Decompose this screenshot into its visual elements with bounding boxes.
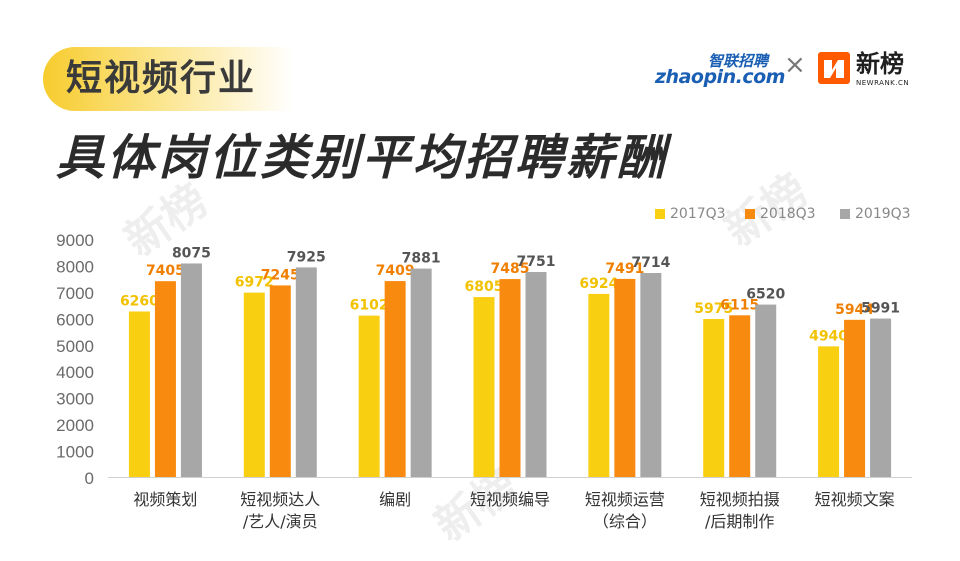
x-tick-label: 编剧 [379,490,411,509]
x-tick-label: 视频策划 [133,490,197,509]
zhaopin-logo-en: zhaopin.com [655,66,785,88]
data-label: 7245 [261,267,300,283]
zhaopin-logo: 智联招聘 zhaopin.com [655,50,785,90]
y-tick-label: 0 [85,469,94,488]
bar [870,318,892,477]
bar [295,267,317,477]
data-label: 7409 [376,263,415,279]
bar [729,315,751,477]
data-label: 6972 [235,275,274,291]
legend-swatch [840,209,850,219]
bar [358,315,380,477]
data-label: 7751 [517,254,556,270]
data-label: 6520 [746,287,785,303]
x-tick-label: /后期制作 [705,512,774,531]
x-tick-label: 短视频文案 [815,490,895,509]
data-label: 6115 [720,297,759,313]
data-label: 5944 [835,302,874,318]
bar [269,285,291,477]
data-label: 6924 [579,276,618,292]
bar [525,272,547,477]
y-tick-label: 9000 [56,231,94,250]
newrank-logo: 新榜 NEWRANK.CN [818,50,918,90]
legend-label: 2017Q3 [670,206,726,222]
newrank-mark-icon [818,52,850,84]
data-label: 8075 [172,245,211,261]
bar [410,268,432,477]
y-tick-label: 2000 [56,416,94,435]
y-tick-label: 7000 [56,284,94,303]
bar [755,304,777,477]
y-tick-label: 4000 [56,363,94,382]
bar [703,318,725,477]
bar [128,311,150,477]
zhaopin-logo-cn: 智联招聘 [707,52,768,70]
x-tick-label: （综合） [593,512,657,531]
data-label: 4940 [809,328,848,344]
data-label: 7491 [605,261,644,277]
page-title: 具体岗位类别平均招聘薪酬 [56,130,669,186]
x-tick-label: 短视频运营 [585,490,665,509]
data-label: 7405 [146,263,185,279]
legend-item: 2017Q3 [655,206,726,222]
bar [243,292,265,477]
data-label: 7881 [402,251,441,267]
data-label: 6102 [350,298,389,314]
data-label: 7925 [287,249,326,265]
data-label: 6805 [465,279,504,295]
x-tick-label: 短视频达人 [240,490,320,509]
bar [844,319,866,477]
data-label: 7714 [631,255,670,271]
bar [614,278,636,477]
bar [818,346,840,477]
legend-item: 2019Q3 [840,206,911,222]
legend-item: 2018Q3 [745,206,816,222]
header-tag-background [43,47,293,111]
newrank-logo-cn: 新榜 [856,50,904,78]
y-tick-label: 3000 [56,390,94,409]
bar [384,281,406,477]
y-tick-label: 5000 [56,337,94,356]
x-tick-label: /艺人/演员 [243,512,318,531]
x-tick-label: 短视频拍摄 [700,490,780,509]
bar [473,297,495,477]
x-tick-label: 短视频编导 [470,490,550,509]
bar [640,273,662,477]
y-tick-label: 1000 [56,443,94,462]
y-tick-label: 6000 [56,310,94,329]
cross-icon: × [784,50,806,80]
newrank-logo-en: NEWRANK.CN [856,79,910,87]
legend-label: 2018Q3 [760,206,816,222]
header-tag: 短视频行业 [66,58,257,99]
bar [588,293,610,477]
data-label: 5975 [694,301,733,317]
legend-label: 2019Q3 [855,206,911,222]
data-label: 5991 [861,301,900,317]
bar [499,279,521,477]
bar [154,281,176,477]
y-tick-label: 8000 [56,257,94,276]
data-label: 6260 [120,293,159,309]
bar [180,263,202,477]
data-label: 7485 [491,261,530,277]
legend-swatch [745,209,755,219]
legend-swatch [655,209,665,219]
